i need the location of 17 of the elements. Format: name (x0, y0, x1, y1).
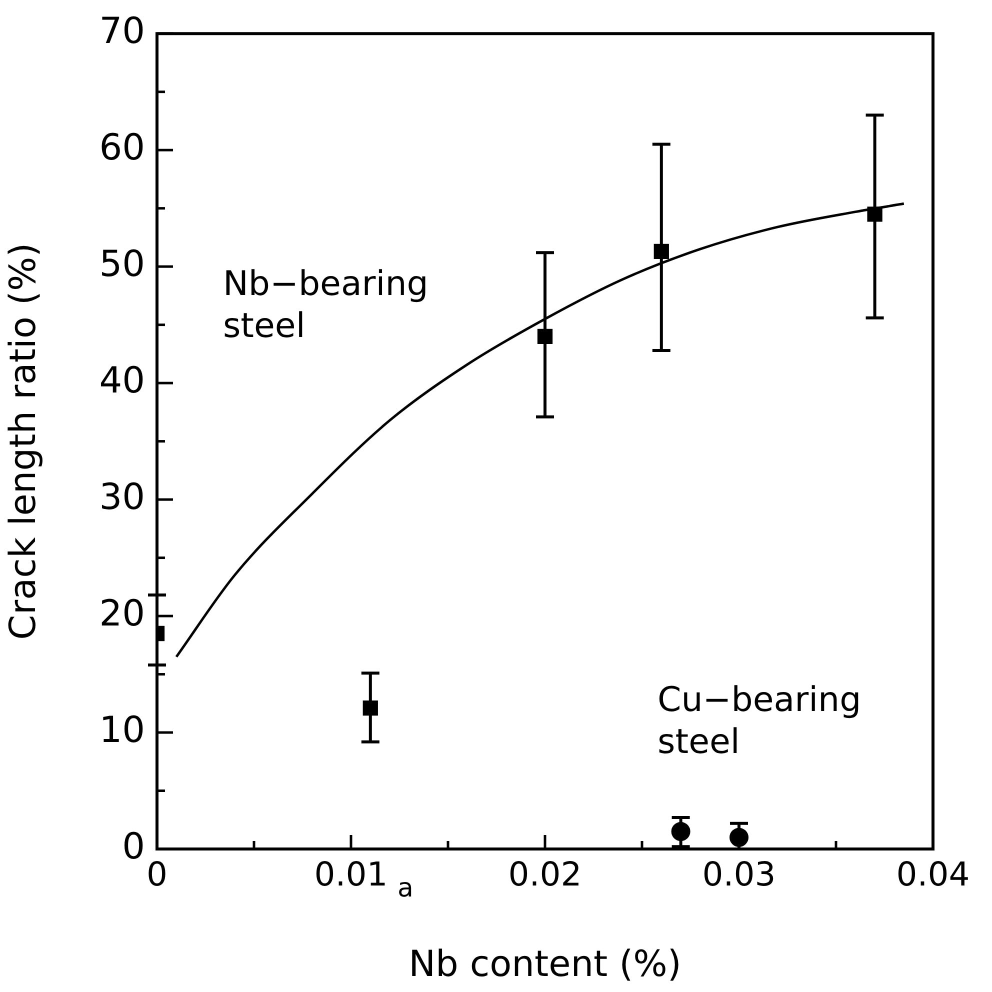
y-tick-label: 40 (99, 360, 145, 402)
x-tick-label: 0.04 (896, 854, 970, 894)
x-axis-title: Nb content (%) (408, 944, 682, 985)
x-tick-label: 0.02 (508, 854, 582, 894)
y-tick-label: 10 (99, 710, 145, 751)
y-axis-title: Crack length ratio (%) (2, 242, 44, 640)
y-tick-label: 70 (99, 10, 145, 52)
y-tick-label: 20 (99, 593, 145, 634)
y-tick-label: 50 (99, 244, 145, 285)
x-tick-label: 0.01 (314, 854, 388, 894)
annotation: Nb−bearing steel (222, 264, 428, 346)
y-tick-label: 30 (99, 476, 145, 518)
annotation: Cu−bearing steel (658, 680, 862, 762)
text: a (398, 874, 414, 904)
x-tick-label: 0.03 (702, 854, 776, 894)
y-tick-label: 60 (99, 127, 145, 168)
y-tick-label: 0 (122, 826, 145, 868)
